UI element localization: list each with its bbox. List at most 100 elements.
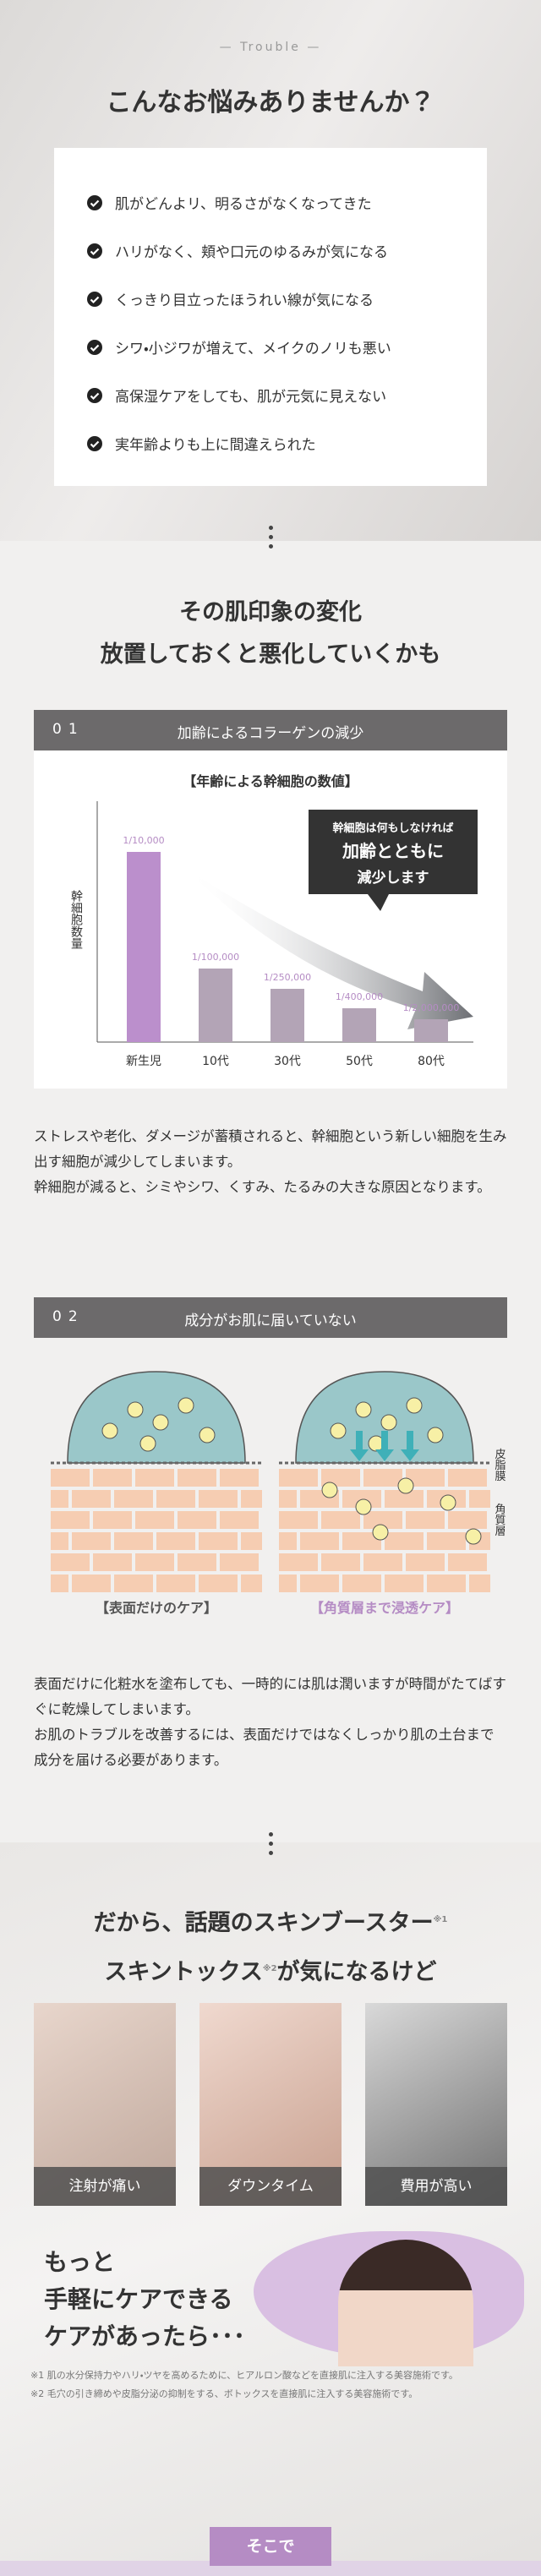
- card-caption: ダウンタイム: [199, 2167, 342, 2206]
- skin-cell: [385, 1490, 424, 1508]
- footnotes: ※1 肌の水分保持力やハリ・ツヤを高めるために、ヒアルロン酸などを直接肌に注入す…: [30, 2366, 458, 2404]
- check-text: くっきり目立ったほうれい線が気になる: [115, 292, 374, 309]
- skin-cell: [93, 1469, 132, 1487]
- skin-cell: [469, 1575, 490, 1592]
- point-header: 02 成分がお肌に届いていない: [34, 1297, 507, 1338]
- bar: [342, 1008, 376, 1042]
- tagline: もっと 手軽にケアできる ケアがあったら･･･: [44, 2244, 245, 2355]
- skin-cell: [93, 1553, 132, 1571]
- layer-label: 角質層: [493, 1504, 506, 1537]
- ingredient: [178, 1397, 194, 1414]
- woman-photo: [338, 2240, 473, 2366]
- skin-cell: [279, 1532, 297, 1550]
- check-item: シワ・小ジワが増えて、メイクのノリも悪い: [86, 336, 391, 357]
- skin-cell: [406, 1553, 445, 1571]
- value-label: 1/400,000: [336, 991, 383, 1002]
- booster-background: [0, 1842, 541, 2576]
- skin-cell: [178, 1469, 216, 1487]
- footnote-mark: ※1: [433, 1915, 448, 1924]
- illustration-caption: 【表面だけのケア】: [96, 1600, 217, 1616]
- skin-cell: [363, 1553, 402, 1571]
- skin-cell: [385, 1532, 424, 1550]
- skin-cell: [406, 1469, 445, 1487]
- ingredient: [372, 1524, 389, 1541]
- value-label: 1/2,000,000: [403, 1002, 460, 1013]
- skin-cell: [72, 1575, 111, 1592]
- ingredient: [321, 1482, 338, 1498]
- ingredient: [127, 1401, 144, 1418]
- check-text: ハリがなく、頬や口元のゆるみが気になる: [115, 244, 388, 261]
- footnote: ※1 肌の水分保持力やハリ・ツヤを高めるために、ヒアルロン酸などを直接肌に注入す…: [30, 2370, 458, 2381]
- section-title: その肌印象の変化 放置しておくと悪化していくかも: [0, 592, 541, 676]
- skin-cell: [321, 1553, 360, 1571]
- ingredient: [355, 1401, 372, 1418]
- skin-cell: [448, 1511, 487, 1529]
- skin-cell: [279, 1553, 318, 1571]
- paragraph: お肌のトラブルを改善するには、表面だけではなくしっかり肌の土台まで成分を届ける必…: [34, 1727, 495, 1768]
- title-text: だから、話題のスキンブースター: [93, 1910, 434, 1936]
- ingredient: [397, 1477, 414, 1494]
- skin-cell: [51, 1490, 68, 1508]
- callout-box: [309, 810, 478, 894]
- skin-cell: [342, 1532, 381, 1550]
- skin-cell: [427, 1575, 466, 1592]
- ingredient: [199, 1427, 216, 1444]
- check-text: 実年齢よりも上に間違えられた: [115, 437, 316, 454]
- skin-cell: [51, 1532, 68, 1550]
- layer-label: 皮脂膜: [493, 1449, 506, 1482]
- tagline-line: 手軽にケアできる: [44, 2285, 233, 2313]
- skin-cell: [93, 1511, 132, 1529]
- check-item: 実年齢よりも上に間違えられた: [86, 433, 316, 454]
- decline-arrow: [186, 869, 473, 1029]
- ingredient: [101, 1422, 118, 1439]
- title-text: スキントックス: [104, 1959, 263, 1985]
- footnote-mark: ※2: [262, 1964, 277, 1973]
- skin-cell: [342, 1490, 381, 1508]
- check-icon: [87, 194, 102, 210]
- point-body: ストレスや老化、ダメージが蓄積されると、幹細胞という新しい細胞を生み出す細胞が減…: [34, 1124, 507, 1200]
- divider-dots: [0, 1832, 541, 1860]
- skin-cell: [279, 1469, 318, 1487]
- eyebrow-text: Trouble: [240, 41, 301, 54]
- penetration-arrow: [401, 1431, 419, 1461]
- y-axis-label: 幹細胞数量: [69, 890, 83, 949]
- skin-cell: [72, 1532, 111, 1550]
- divider-dots: [0, 526, 541, 554]
- skin-cell: [279, 1575, 297, 1592]
- check-text: 高保湿ケアをしても、肌が元気に見えない: [115, 389, 387, 406]
- photo-card: 注射が痛い: [34, 2003, 176, 2206]
- card-caption: 注射が痛い: [34, 2167, 176, 2206]
- ingredient: [152, 1414, 169, 1431]
- penetration-arrow: [350, 1431, 369, 1461]
- point-heading: 成分がお肌に届いていない: [184, 1313, 357, 1329]
- skin-cell: [406, 1511, 445, 1529]
- check-icon: [87, 291, 102, 307]
- callout-line: 加齢とともに: [342, 841, 444, 861]
- value-label: 1/250,000: [264, 972, 311, 983]
- check-icon: [87, 243, 102, 259]
- skin-cell: [300, 1575, 339, 1592]
- skin-cell: [114, 1532, 153, 1550]
- value-label: 1/100,000: [192, 952, 239, 963]
- callout-line: 幹細胞は何もしなければ: [332, 821, 453, 835]
- skin-cell: [241, 1490, 262, 1508]
- skin-cell: [135, 1511, 174, 1529]
- skin-cell: [427, 1532, 466, 1550]
- skin-cell: [51, 1553, 90, 1571]
- hero-title: こんなお悩みありませんか？: [106, 88, 435, 117]
- penetration-arrow: [375, 1431, 394, 1461]
- bar: [127, 852, 161, 1042]
- section-title-line: その肌印象の変化: [179, 599, 362, 625]
- skin-cell: [279, 1490, 297, 1508]
- skin-cell: [199, 1490, 238, 1508]
- check-text: 肌がどんよリ、明るさがなくなってきた: [115, 196, 372, 213]
- tagline-line: ケアがあったら･･･: [44, 2322, 246, 2350]
- skin-cell: [321, 1511, 360, 1529]
- ingredient: [355, 1498, 372, 1515]
- cta-tab[interactable]: そこで: [210, 2527, 331, 2566]
- skin-cell: [156, 1532, 195, 1550]
- skin-cell: [178, 1511, 216, 1529]
- value-label: 1/10,000: [123, 835, 164, 846]
- skin-cell: [279, 1511, 318, 1529]
